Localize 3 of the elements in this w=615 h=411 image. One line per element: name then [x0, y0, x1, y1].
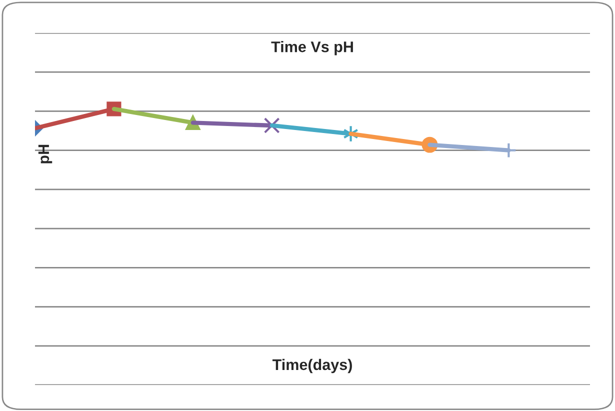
- y-axis-title: pH: [38, 144, 52, 164]
- x-axis-title: Time(days): [272, 358, 352, 374]
- chart-title: Time Vs pH: [271, 41, 353, 56]
